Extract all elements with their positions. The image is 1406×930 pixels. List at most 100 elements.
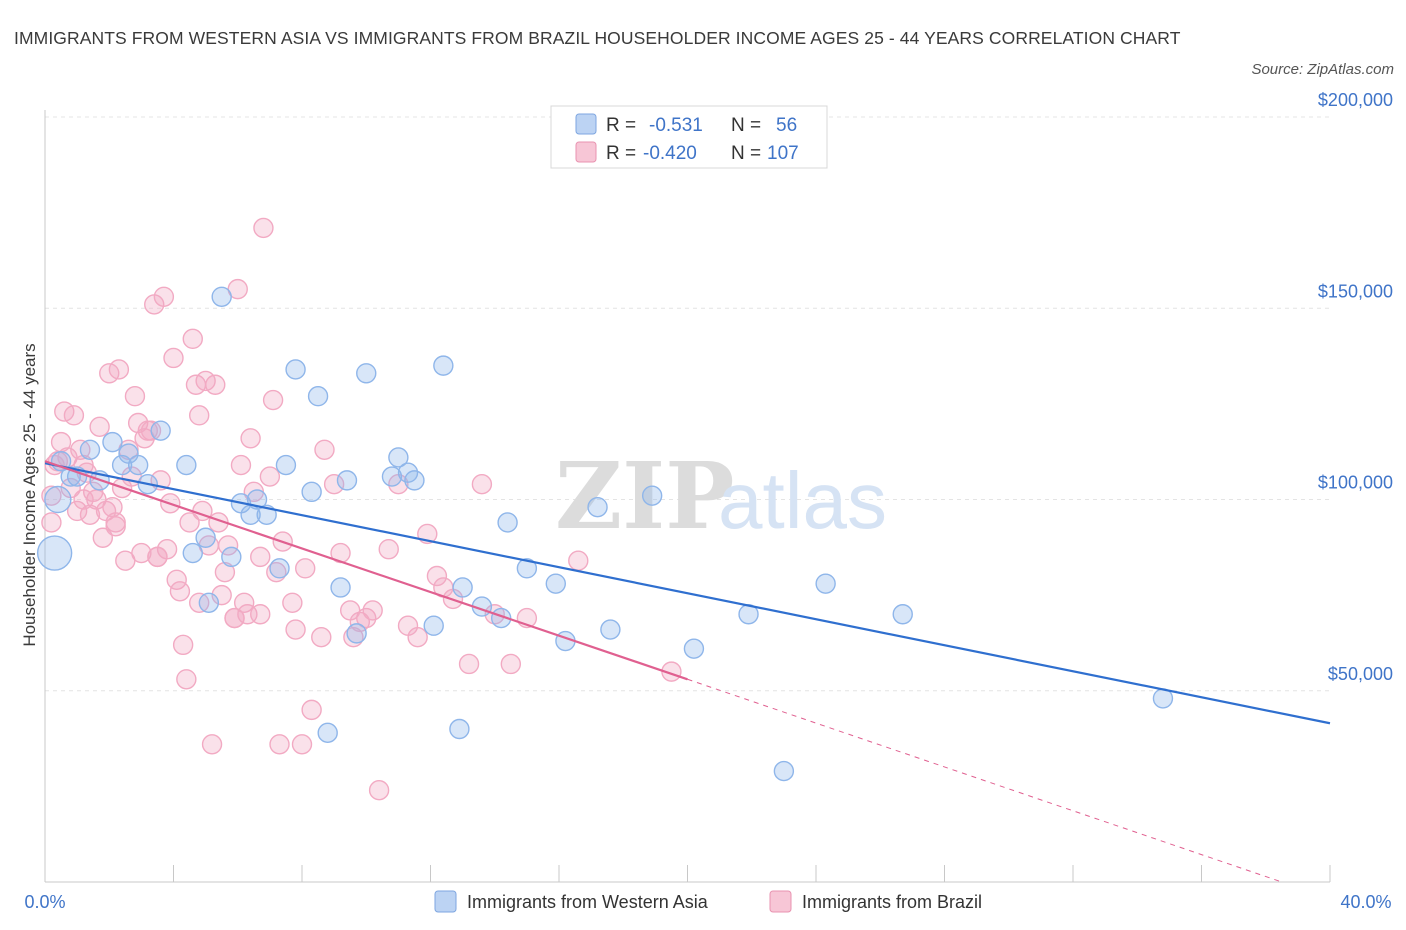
brazil-point xyxy=(230,454,252,476)
western-asia-point xyxy=(44,485,72,514)
y-tick-label: $100,000 xyxy=(1318,473,1393,493)
brazil-point xyxy=(108,359,130,380)
brazil-point xyxy=(471,474,493,495)
brazil-point xyxy=(378,539,399,560)
western-asia-point xyxy=(301,481,322,503)
source-label: Source: ZipAtlas.com xyxy=(1251,61,1394,78)
brazil-point xyxy=(458,653,480,675)
legend-n-value-2: 107 xyxy=(767,143,799,164)
western-asia-point xyxy=(683,638,705,659)
legend-r-label-2: R = xyxy=(606,143,636,164)
x-tick-marks xyxy=(44,865,1331,882)
brazil-point xyxy=(500,653,522,675)
legend-r-label-1: R = xyxy=(606,115,636,136)
western-asia-point xyxy=(66,466,88,487)
brazil-point xyxy=(205,374,226,395)
legend-r-value-1: -0.531 xyxy=(649,115,703,136)
western-asia-point xyxy=(423,615,444,636)
brazil-point xyxy=(63,405,85,426)
watermark-zip: ZIP xyxy=(555,442,734,550)
bottom-legend-swatch-western-asia xyxy=(434,890,457,913)
brazil-point xyxy=(253,217,274,239)
x-tick-label-min: 0.0% xyxy=(24,892,65,912)
brazil-point xyxy=(188,405,210,426)
stats-legend-box xyxy=(550,105,828,169)
western-asia-point xyxy=(269,558,290,579)
brazil-point xyxy=(41,512,62,533)
chart-title: IMMIGRANTS FROM WESTERN ASIA VS IMMIGRAN… xyxy=(14,28,1181,48)
western-asia-point xyxy=(195,527,216,548)
brazil-point xyxy=(89,416,110,438)
y-tick-label: $200,000 xyxy=(1318,90,1393,110)
western-asia-point xyxy=(587,496,608,518)
western-asia-point xyxy=(307,386,329,407)
brazil-point xyxy=(79,504,101,525)
western-asia-point xyxy=(641,485,663,506)
western-asia-point xyxy=(356,363,377,384)
brazil-point xyxy=(426,565,448,587)
legend-n-label-1: N = xyxy=(731,115,761,136)
y-tick-labels: $50,000 $100,000 $150,000 $200,000 xyxy=(1318,90,1393,684)
x-tick-label-max: 40.0% xyxy=(1340,892,1391,912)
series-brazil-points xyxy=(41,217,682,801)
brazil-point xyxy=(147,546,168,568)
brazil-point xyxy=(182,328,203,350)
brazil-point xyxy=(568,550,589,571)
western-asia-point xyxy=(330,577,351,598)
brazil-point xyxy=(285,619,306,640)
western-asia-point xyxy=(150,420,171,441)
legend-r-value-2: -0.420 xyxy=(643,143,697,164)
series-western-asia-points xyxy=(36,286,1174,782)
western-asia-point xyxy=(79,439,101,460)
western-asia-point xyxy=(773,760,795,782)
brazil-point xyxy=(153,286,175,307)
brazil-point xyxy=(368,780,390,801)
brazil-point xyxy=(295,558,316,579)
brazil-point xyxy=(201,734,223,755)
brazil-point xyxy=(291,734,313,755)
brazil-point xyxy=(41,485,62,506)
western-asia-point xyxy=(545,573,566,594)
brazil-point xyxy=(166,569,187,591)
trend-line-western-asia xyxy=(44,462,1331,725)
bottom-legend-label-western-asia: Immigrants from Western Asia xyxy=(467,892,709,912)
western-asia-point xyxy=(111,454,133,476)
bottom-legend-swatch-brazil xyxy=(769,890,792,913)
y-tick-label: $50,000 xyxy=(1328,664,1393,684)
brazil-point xyxy=(339,600,361,621)
western-asia-point xyxy=(892,604,913,625)
western-asia-point xyxy=(336,470,358,491)
trend-lines xyxy=(44,460,1331,883)
western-asia-point xyxy=(433,355,454,376)
western-asia-point xyxy=(346,623,367,644)
y-tick-label: $150,000 xyxy=(1318,281,1393,301)
series-legend: Immigrants from Western Asia Immigrants … xyxy=(434,890,982,913)
brazil-point xyxy=(362,600,383,621)
brazil-point xyxy=(282,592,303,613)
brazil-point xyxy=(66,500,88,522)
watermark-atlas: atlas xyxy=(718,456,887,545)
brazil-point xyxy=(343,627,364,648)
brazil-point xyxy=(169,581,191,602)
brazil-point xyxy=(311,627,332,648)
brazil-point xyxy=(131,542,152,564)
legend-swatch-western-asia xyxy=(575,113,597,135)
western-asia-point xyxy=(182,542,203,564)
western-asia-point xyxy=(221,546,242,568)
bottom-legend-label-brazil: Immigrants from Brazil xyxy=(802,892,982,912)
brazil-point xyxy=(214,561,236,583)
western-asia-point xyxy=(449,718,470,740)
brazil-point xyxy=(407,627,428,648)
legend-n-value-1: 56 xyxy=(776,115,797,136)
brazil-point xyxy=(163,347,184,369)
brazil-point xyxy=(269,734,290,755)
trend-line-brazil-extrapolated xyxy=(687,678,1282,883)
brazil-point xyxy=(259,466,281,487)
western-asia-point xyxy=(127,454,149,476)
western-asia-point xyxy=(198,592,220,613)
western-asia-point xyxy=(102,431,123,453)
brazil-point xyxy=(211,584,232,606)
brazil-point xyxy=(250,546,271,568)
brazil-point xyxy=(172,634,194,656)
